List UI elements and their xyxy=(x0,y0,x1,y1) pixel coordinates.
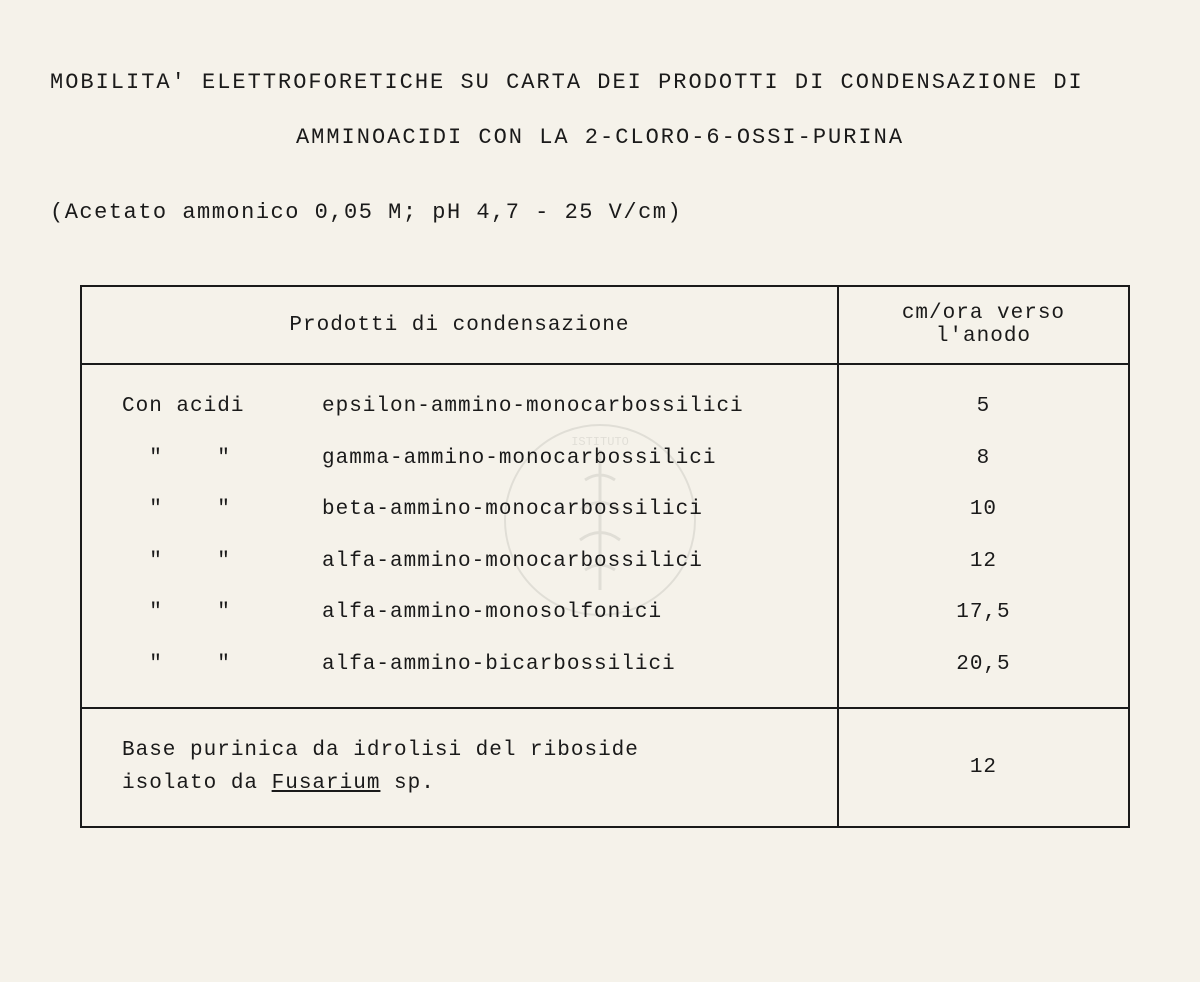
values-cell: 5 8 10 12 17,5 20,5 xyxy=(838,364,1129,708)
row-value: 17,5 xyxy=(859,596,1108,630)
footer-text-cell: Base purinica da idrolisi del riboside i… xyxy=(81,708,838,827)
row-chem: gamma-ammino-monocarbossilici xyxy=(322,442,716,476)
table-footer-row: Base purinica da idrolisi del riboside i… xyxy=(81,708,1129,827)
row-chem: epsilon-ammino-monocarbossilici xyxy=(322,390,744,424)
row-prefix: " " xyxy=(122,648,322,682)
row-value: 5 xyxy=(859,390,1108,424)
row-chem: beta-ammino-monocarbossilici xyxy=(322,493,703,527)
products-cell: Con acidi epsilon-ammino-monocarbossilic… xyxy=(81,364,838,708)
header-velocity: cm/ora verso l'anodo xyxy=(838,286,1129,364)
table-row: " " gamma-ammino-monocarbossilici xyxy=(122,442,817,476)
footer-line2-before: isolato da xyxy=(122,772,272,795)
row-chem: alfa-ammino-bicarbossilici xyxy=(322,648,676,682)
footer-value-cell: 12 xyxy=(838,708,1129,827)
table-row: Con acidi epsilon-ammino-monocarbossilic… xyxy=(122,390,817,424)
row-value: 10 xyxy=(859,493,1108,527)
footer-line1: Base purinica da idrolisi del riboside xyxy=(122,739,639,762)
table-header-row: Prodotti di condensazione cm/ora verso l… xyxy=(81,286,1129,364)
row-chem: alfa-ammino-monocarbossilici xyxy=(322,545,703,579)
document-page: MOBILITA' ELETTROFORETICHE SU CARTA DEI … xyxy=(0,0,1200,878)
mobility-table: Prodotti di condensazione cm/ora verso l… xyxy=(80,285,1130,828)
table-row: " " alfa-ammino-bicarbossilici xyxy=(122,648,817,682)
row-prefix: " " xyxy=(122,442,322,476)
header-products: Prodotti di condensazione xyxy=(81,286,838,364)
row-chem: alfa-ammino-monosolfonici xyxy=(322,596,662,630)
row-value: 8 xyxy=(859,442,1108,476)
conditions-text: (Acetato ammonico 0,05 M; pH 4,7 - 25 V/… xyxy=(50,200,1150,225)
title-line-2: AMMINOACIDI CON LA 2-CLORO-6-OSSI-PURINA xyxy=(50,125,1150,150)
footer-line2-underline: Fusarium xyxy=(272,772,381,795)
row-prefix: " " xyxy=(122,596,322,630)
row-prefix: " " xyxy=(122,545,322,579)
row-value: 20,5 xyxy=(859,648,1108,682)
table-body-row: Con acidi epsilon-ammino-monocarbossilic… xyxy=(81,364,1129,708)
header-velocity-line2: l'anodo xyxy=(936,325,1031,348)
title-line-1: MOBILITA' ELETTROFORETICHE SU CARTA DEI … xyxy=(50,70,1150,95)
row-prefix: Con acidi xyxy=(122,390,322,424)
table-row: " " beta-ammino-monocarbossilici xyxy=(122,493,817,527)
header-velocity-line1: cm/ora verso xyxy=(902,302,1065,325)
row-prefix: " " xyxy=(122,493,322,527)
row-value: 12 xyxy=(859,545,1108,579)
table-row: " " alfa-ammino-monocarbossilici xyxy=(122,545,817,579)
table-row: " " alfa-ammino-monosolfonici xyxy=(122,596,817,630)
footer-line2-after: sp. xyxy=(380,772,434,795)
